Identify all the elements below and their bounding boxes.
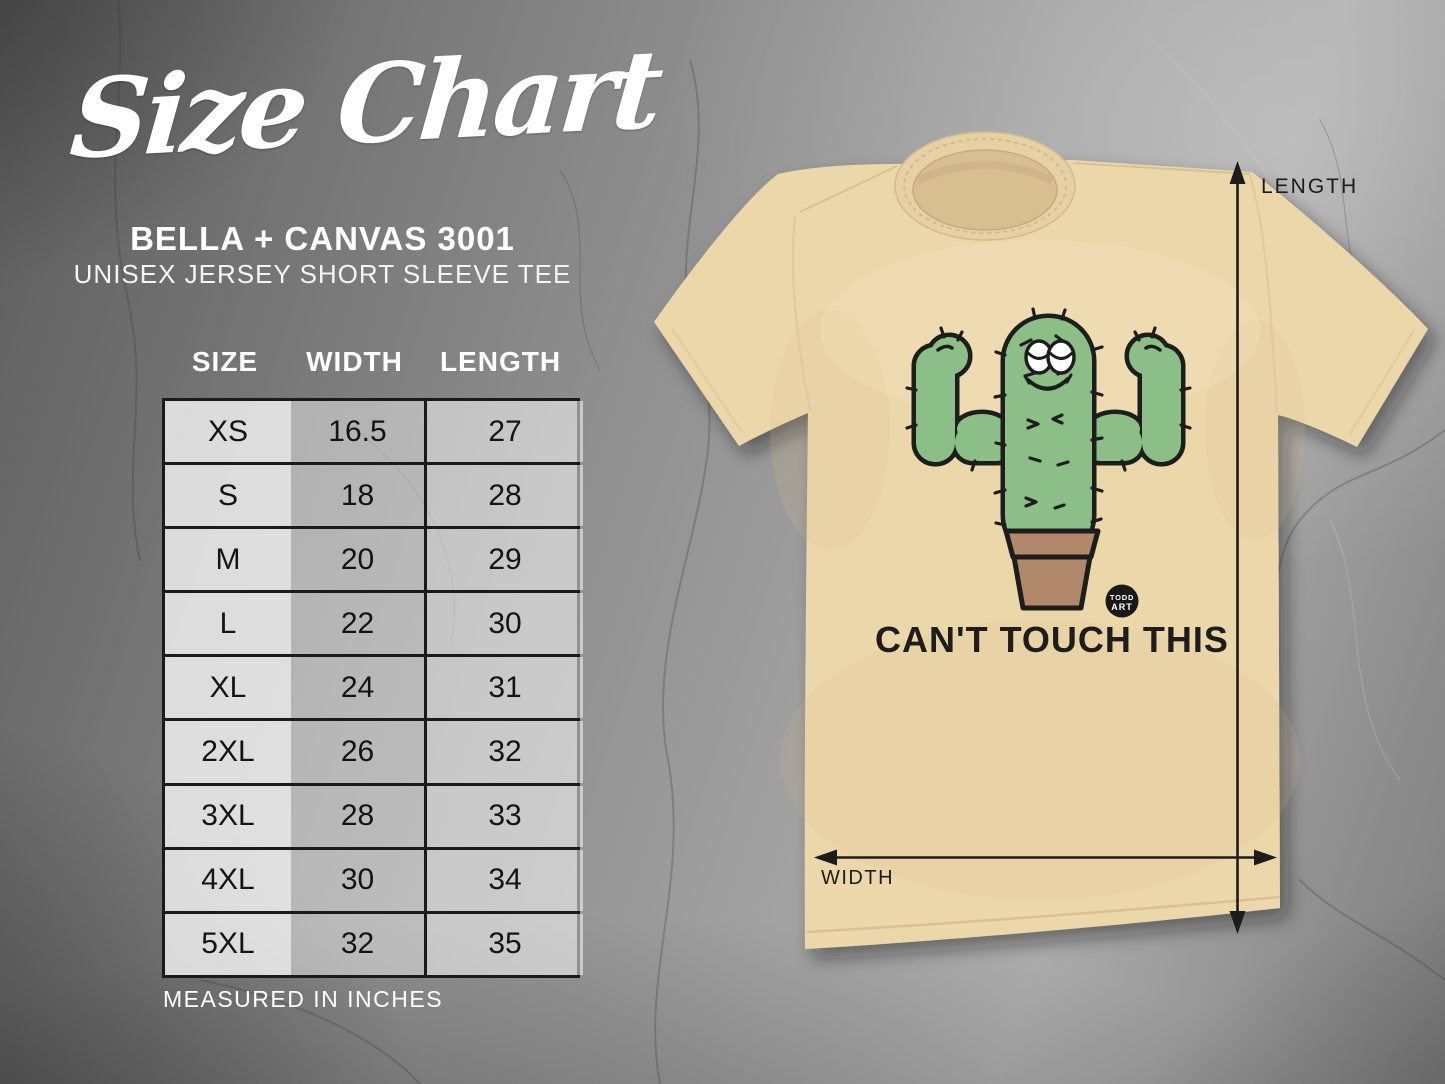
width-cell: 20 — [291, 529, 424, 591]
width-cell: 22 — [291, 593, 424, 655]
length-label: LENGTH — [1261, 175, 1358, 198]
size-table-body: XS 16.5 27 S 18 28 M 20 29 L 22 30 XL 24 31 2XL 26 32 3XL 2… — [162, 398, 583, 978]
brand-name: BELLA + CANVAS 3001 — [130, 220, 515, 257]
cactus-face — [1023, 339, 1076, 391]
design-slogan-text: CAN'T TOUCH THIS — [875, 619, 1229, 660]
table-row: L 22 30 — [165, 590, 583, 655]
length-cell: 32 — [424, 721, 583, 783]
cactus-right-arm — [1077, 332, 1186, 467]
width-cell: 32 — [291, 913, 424, 975]
size-cell: 3XL — [165, 785, 291, 847]
table-row: XS 16.5 27 — [165, 401, 583, 463]
length-cell: 33 — [424, 785, 583, 847]
width-cell: 18 — [291, 465, 424, 527]
length-cell: 35 — [424, 913, 583, 975]
column-header-size: SIZE — [191, 346, 259, 377]
size-cell: M — [165, 529, 291, 591]
size-cell: XL — [165, 657, 291, 719]
length-cell: 29 — [424, 529, 583, 591]
table-row: XL 24 31 — [165, 654, 583, 719]
size-table-header: SIZE WIDTH LENGTH — [162, 342, 580, 382]
size-cell: L — [165, 593, 291, 655]
badge-text-bottom: ART — [1111, 602, 1133, 612]
column-header-width: WIDTH — [306, 346, 403, 377]
collar — [894, 131, 1076, 241]
size-cell: S — [165, 465, 291, 527]
width-cell: 26 — [291, 721, 424, 783]
table-row: 2XL 26 32 — [165, 718, 583, 783]
width-cell: 28 — [291, 785, 424, 847]
width-label: WIDTH — [821, 867, 894, 889]
product-type: UNISEX JERSEY SHORT SLEEVE TEE — [73, 259, 572, 289]
size-cell: 4XL — [165, 849, 291, 911]
badge-text-top: TODD — [1110, 593, 1134, 602]
measurement-annotations: LENGTH WIDTH — [814, 161, 1358, 934]
cactus-left-arm — [911, 332, 1020, 467]
size-cell: XS — [165, 401, 291, 463]
column-header-length: LENGTH — [439, 346, 562, 377]
table-row: 4XL 30 34 — [165, 846, 583, 911]
cactus-graphic: TODD ART CAN'T TOUCH THIS — [875, 307, 1229, 660]
length-cell: 34 — [424, 849, 583, 911]
table-row: S 18 28 — [165, 462, 583, 527]
table-row: M 20 29 — [165, 526, 583, 591]
cactus-pot — [1003, 528, 1101, 611]
length-cell: 31 — [424, 657, 583, 719]
size-cell: 5XL — [165, 913, 291, 975]
length-cell: 27 — [424, 401, 583, 463]
width-cell: 30 — [291, 849, 424, 911]
tshirt-mockup: TODD ART CAN'T TOUCH THIS LENGTH WIDTH — [654, 131, 1428, 949]
table-row: 5XL 32 35 — [165, 910, 583, 975]
length-cell: 30 — [424, 593, 583, 655]
measurement-units-note: MEASURED IN INCHES — [163, 986, 444, 1012]
width-cell: 24 — [291, 657, 424, 719]
cactus-spines — [905, 307, 1192, 541]
table-row: 3XL 28 33 — [165, 782, 583, 847]
brand-badge: TODD ART — [1105, 584, 1139, 618]
length-cell: 28 — [424, 465, 583, 527]
size-cell: 2XL — [165, 721, 291, 783]
width-cell: 16.5 — [291, 401, 424, 463]
stitch-seams — [671, 162, 1415, 934]
